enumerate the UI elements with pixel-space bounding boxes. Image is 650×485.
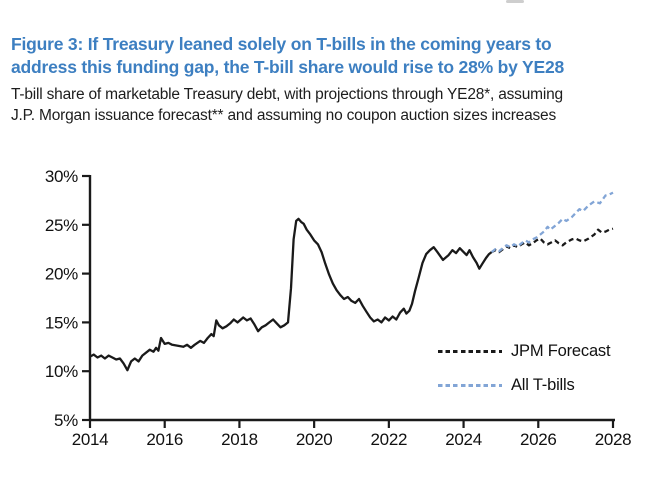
cropped-text-artifact: [506, 0, 524, 3]
x-tick-label: 2014: [72, 430, 109, 449]
figure-subtitle-line-1: T-bill share of marketable Treasury debt…: [11, 86, 563, 103]
historical-line: [89, 217, 493, 372]
chart-legend: JPM Forecast All T-bills: [438, 341, 611, 409]
jpm-forecast-line: [491, 227, 614, 254]
x-tick-label: 2022: [371, 430, 408, 449]
figure-subtitle: T-bill share of marketable Treasury debt…: [11, 84, 645, 126]
x-tick-label: 2016: [146, 430, 183, 449]
x-tick-label: 2020: [296, 430, 333, 449]
jpm-forecast-dash-icon: [438, 350, 502, 353]
all-tbills-dash-icon: [438, 384, 502, 387]
x-tick-label: 2026: [520, 430, 557, 449]
x-tick-label: 2024: [445, 430, 482, 449]
legend-label-jpm-forecast: JPM Forecast: [511, 342, 611, 360]
y-tick-label: 15%: [45, 313, 78, 332]
legend-item-all-tbills: All T-bills: [438, 375, 610, 396]
y-tick-label: 30%: [45, 167, 78, 186]
figure-title-line-2: address this funding gap, the T-bill sha…: [11, 56, 565, 77]
figure-subtitle-line-2: J.P. Morgan issuance forecast** and assu…: [11, 107, 557, 124]
figure-title: Figure 3: If Treasury leaned solely on T…: [11, 33, 645, 78]
y-tick-label: 10%: [45, 362, 78, 381]
legend-item-jpm-forecast: JPM Forecast: [438, 341, 611, 362]
y-tick-label: 20%: [45, 265, 78, 284]
y-tick-label: 5%: [54, 411, 78, 430]
x-tick-label: 2028: [595, 430, 632, 449]
figure-title-line-1: Figure 3: If Treasury leaned solely on T…: [11, 34, 552, 54]
y-tick-label: 25%: [45, 216, 78, 235]
all-tbills-line: [490, 191, 614, 254]
x-tick-label: 2018: [221, 430, 258, 449]
legend-label-all-tbills: All T-bills: [511, 376, 575, 394]
